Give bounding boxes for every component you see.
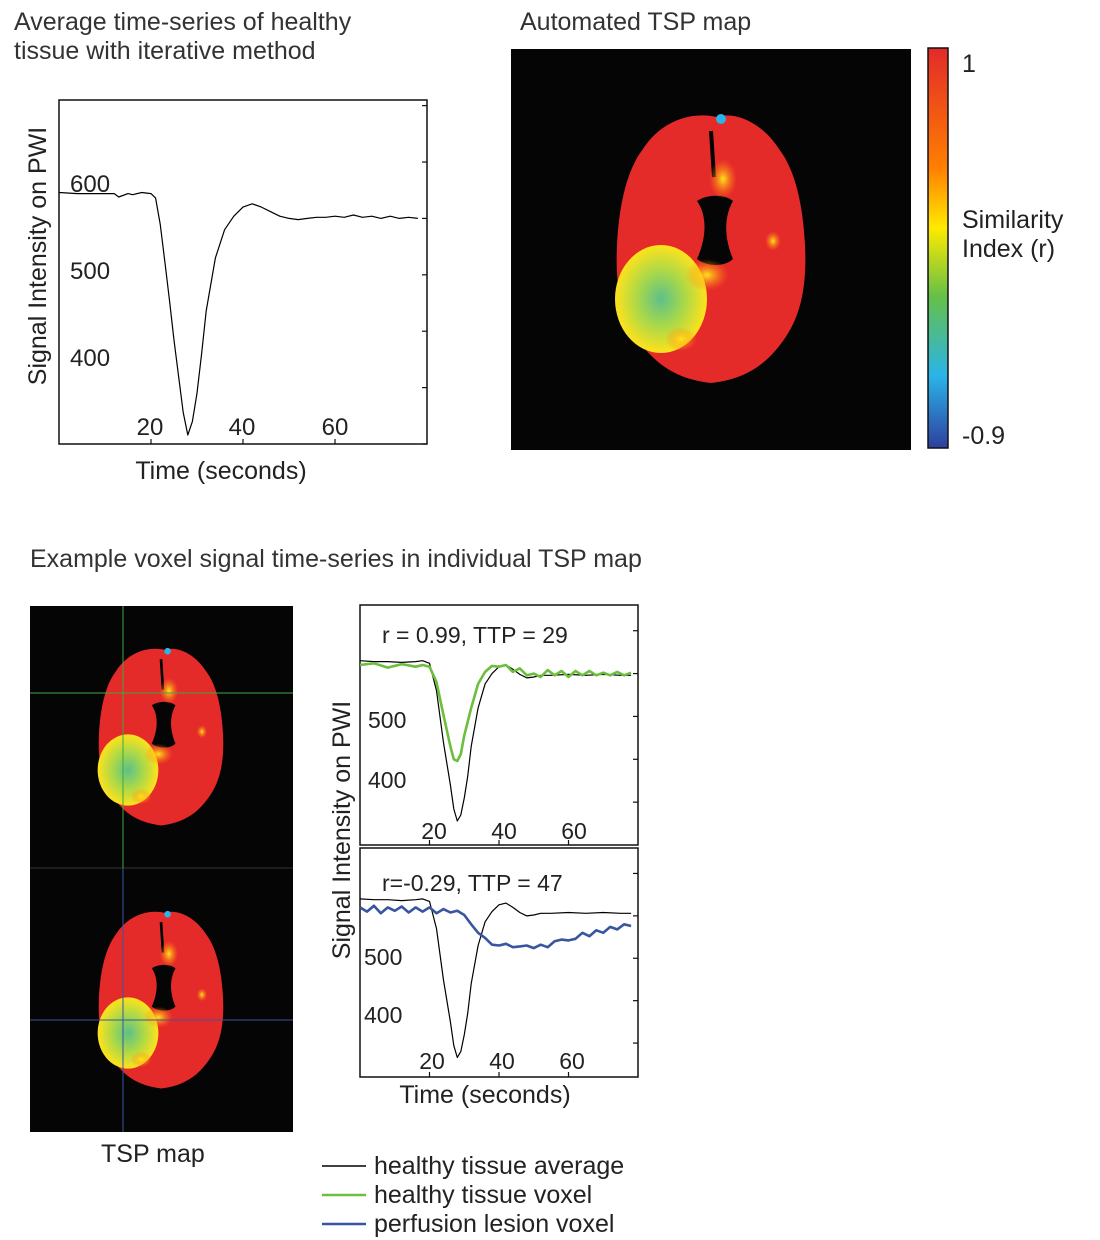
colorbar-label-line1: Similarity [962, 206, 1064, 234]
colorbar [927, 47, 949, 449]
voxel2-xtick-60: 60 [559, 1048, 585, 1074]
voxel-chart-1-annotation: r = 0.99, TTP = 29 [382, 622, 568, 648]
xtick-60: 60 [322, 414, 349, 441]
voxel1-ytick-500: 500 [368, 707, 406, 733]
series-line-healthy-tissue-average [359, 898, 632, 1059]
tsp-map-title: Automated TSP map [520, 8, 752, 36]
xtick-40: 40 [229, 414, 256, 441]
legend-label-healthy-average: healthy tissue average [374, 1152, 625, 1180]
legend-label-healthy-voxel: healthy tissue voxel [374, 1181, 593, 1209]
series-line-perfusion-lesion-voxel [359, 904, 632, 950]
series-line-healthy-tissue-average [58, 191, 418, 436]
ytick-400: 400 [70, 345, 110, 372]
colorbar-label-line2: Index (r) [962, 235, 1056, 263]
voxel1-xtick-60: 60 [561, 818, 587, 844]
tsp-map-caption: TSP map [101, 1140, 205, 1168]
ytick-500: 500 [70, 258, 110, 285]
series-line-healthy-tissue-voxel [359, 661, 632, 763]
colorbar-min-label: -0.9 [962, 422, 1006, 450]
voxel2-ytick-500: 500 [364, 944, 402, 970]
xtick-20: 20 [137, 414, 164, 441]
bottom-section-title: Example voxel signal time-series in indi… [30, 545, 642, 573]
voxel1-xtick-40: 40 [491, 818, 517, 844]
top-chart-svg: 600 500 400 20 40 60 Time (seconds) Sign… [24, 99, 428, 485]
automated-tsp-map [511, 49, 911, 450]
voxel-charts-svg: r = 0.99, TTP = 29 500 400 20 40 60 r=-0… [328, 604, 639, 1109]
voxel2-xtick-20: 20 [419, 1048, 445, 1074]
voxel-chart-2-annotation: r=-0.29, TTP = 47 [382, 870, 563, 896]
individual-tsp-map [30, 606, 293, 1132]
colorbar-max-label: 1 [962, 50, 976, 78]
voxel-chart-2-frame [359, 847, 639, 1078]
x-axis-label: Time (seconds) [135, 457, 306, 485]
voxel1-ytick-400: 400 [368, 767, 406, 793]
voxel2-xtick-40: 40 [489, 1048, 515, 1074]
legend-swatches [322, 1165, 366, 1226]
voxel2-ytick-400: 400 [364, 1002, 402, 1028]
voxel-x-axis-label: Time (seconds) [399, 1081, 570, 1109]
voxel1-xtick-20: 20 [421, 818, 447, 844]
voxel-y-axis-label: Signal Intensity on PWI [328, 701, 356, 959]
voxel-chart-1-frame [359, 604, 639, 846]
chart-title-line2: tissue with iterative method [14, 37, 316, 65]
top-chart-frame [58, 99, 428, 445]
y-axis-label: Signal Intensity on PWI [24, 127, 52, 385]
legend-label-lesion-voxel: perfusion lesion voxel [374, 1210, 615, 1238]
chart-title-line1: Average time-series of healthy [14, 8, 352, 36]
series-line-healthy-tissue-average [359, 660, 632, 822]
